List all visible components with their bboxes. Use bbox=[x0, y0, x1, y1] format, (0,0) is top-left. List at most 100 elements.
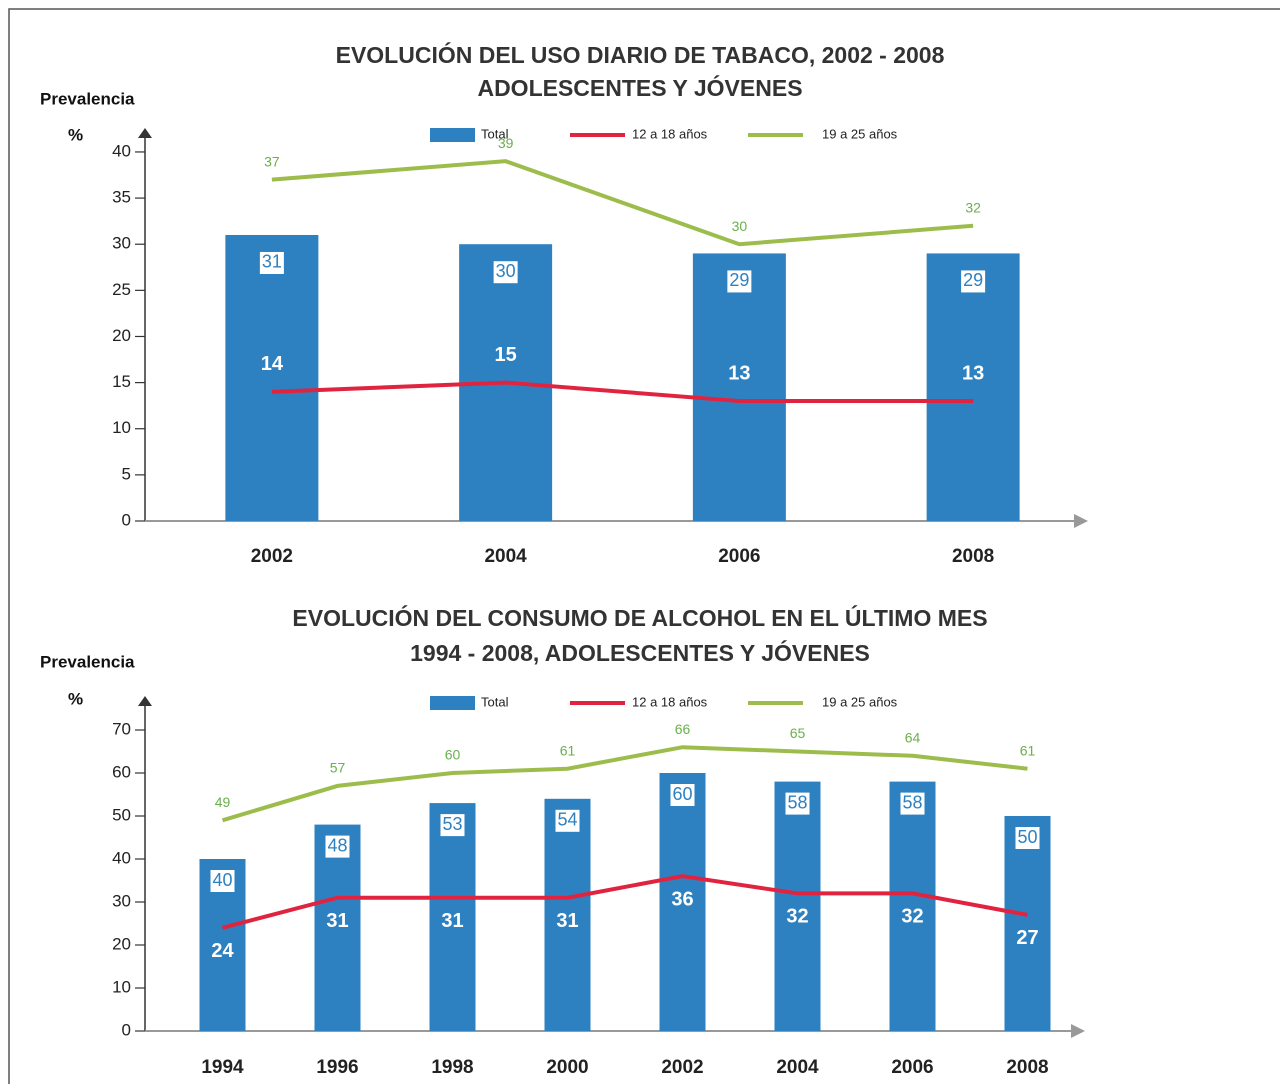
chart-title: EVOLUCIÓN DEL USO DIARIO DE TABACO, 2002… bbox=[336, 41, 945, 68]
legend-label: Total bbox=[481, 126, 509, 141]
bar-label: 40 bbox=[212, 870, 232, 890]
y-tick-label: 40 bbox=[112, 848, 131, 867]
bar bbox=[544, 798, 591, 1031]
data-label: 24 bbox=[211, 940, 234, 962]
bar-label-bg bbox=[1015, 827, 1040, 849]
data-label: 31 bbox=[556, 910, 578, 932]
bar-label-bg bbox=[555, 809, 580, 832]
y-tick-label: 60 bbox=[112, 762, 131, 781]
line bbox=[221, 745, 1028, 823]
x-axis-arrow bbox=[1071, 1024, 1085, 1038]
data-label: 31 bbox=[326, 910, 348, 932]
bar-label-bg bbox=[900, 792, 925, 815]
x-tick-label: 2000 bbox=[546, 1057, 588, 1078]
x-tick-label: 1994 bbox=[201, 1057, 244, 1078]
line bbox=[271, 159, 974, 247]
bar-label: 54 bbox=[557, 810, 577, 830]
bar bbox=[1004, 816, 1051, 1031]
legend-label: 12 a 18 años bbox=[632, 694, 708, 709]
x-tick-label: 2004 bbox=[776, 1057, 819, 1078]
data-label: 32 bbox=[901, 906, 923, 928]
bar bbox=[774, 781, 821, 1031]
y-tick-label: 30 bbox=[112, 891, 131, 910]
chart-title: 1994 - 2008, ADOLESCENTES Y JÓVENES bbox=[410, 639, 870, 666]
x-tick-label: 2008 bbox=[952, 546, 994, 567]
bar-label: 58 bbox=[902, 792, 922, 812]
bar-label: 29 bbox=[729, 270, 749, 290]
data-label: 31 bbox=[441, 910, 463, 932]
bar bbox=[692, 253, 786, 521]
x-tick-label: 1998 bbox=[431, 1057, 473, 1078]
bar-label-bg bbox=[785, 792, 810, 815]
y-tick-label: 50 bbox=[112, 805, 131, 824]
x-tick-label: 2002 bbox=[661, 1057, 703, 1078]
data-label: 13 bbox=[728, 362, 750, 384]
legend-label: Total bbox=[481, 694, 509, 709]
legend-swatch bbox=[430, 128, 475, 142]
data-label: 30 bbox=[732, 218, 748, 234]
bar-label-bg bbox=[325, 835, 350, 858]
bar bbox=[889, 781, 936, 1031]
bar-label-bg bbox=[727, 270, 752, 293]
data-label: 65 bbox=[790, 725, 806, 741]
data-label: 61 bbox=[560, 742, 576, 758]
data-label: 36 bbox=[671, 888, 693, 910]
x-tick-label: 2004 bbox=[484, 546, 527, 567]
bar-label: 58 bbox=[787, 792, 807, 812]
chart-title: EVOLUCIÓN DEL CONSUMO DE ALCOHOL EN EL Ú… bbox=[292, 604, 987, 631]
data-label: 49 bbox=[215, 794, 231, 810]
data-label: 57 bbox=[330, 760, 346, 776]
bar-label: 30 bbox=[496, 261, 516, 281]
y-tick-label: 25 bbox=[112, 280, 131, 299]
bar-label: 53 bbox=[442, 814, 462, 834]
y-tick-label: 70 bbox=[112, 719, 131, 738]
data-label: 32 bbox=[786, 906, 808, 928]
y-tick-label: 20 bbox=[112, 326, 131, 345]
y-tick-label: 0 bbox=[122, 1020, 131, 1039]
x-axis-arrow bbox=[1074, 514, 1088, 528]
data-label: 27 bbox=[1016, 927, 1038, 949]
bar-label: 31 bbox=[262, 252, 282, 272]
line bbox=[221, 874, 1028, 930]
bar-label-bg bbox=[961, 270, 986, 293]
y-axis-arrow bbox=[138, 128, 152, 138]
y-axis-label: Prevalencia bbox=[40, 89, 135, 108]
y-axis-arrow bbox=[138, 696, 152, 706]
x-tick-label: 2008 bbox=[1006, 1057, 1048, 1078]
bar-label-bg bbox=[210, 870, 235, 892]
y-tick-label: 40 bbox=[112, 141, 131, 160]
y-tick-label: 5 bbox=[122, 464, 131, 483]
data-label: 37 bbox=[264, 153, 280, 169]
y-tick-label: 35 bbox=[112, 188, 131, 207]
x-tick-label: 2006 bbox=[718, 546, 760, 567]
bar bbox=[926, 253, 1020, 521]
bar bbox=[659, 773, 706, 1031]
data-label: 15 bbox=[495, 344, 517, 366]
x-tick-label: 2002 bbox=[251, 546, 293, 567]
legend-label: 19 a 25 años bbox=[822, 126, 898, 141]
y-tick-label: 10 bbox=[112, 977, 131, 996]
y-axis-label: Prevalencia bbox=[40, 652, 135, 671]
bar-label: 60 bbox=[672, 784, 692, 804]
bar-label-bg bbox=[493, 261, 518, 284]
y-tick-label: 20 bbox=[112, 934, 131, 953]
data-label: 32 bbox=[965, 199, 981, 215]
bar-label-bg bbox=[670, 784, 695, 806]
data-label: 60 bbox=[445, 747, 461, 763]
frame bbox=[8, 8, 1280, 1089]
data-label: 61 bbox=[1020, 742, 1036, 758]
legend-label: 19 a 25 años bbox=[822, 694, 898, 709]
data-label: 39 bbox=[498, 135, 514, 151]
chart-title: ADOLESCENTES Y JÓVENES bbox=[477, 74, 802, 101]
data-label: 66 bbox=[675, 721, 691, 737]
bar bbox=[429, 803, 476, 1031]
legend-swatch bbox=[430, 696, 475, 710]
x-tick-label: 1996 bbox=[316, 1057, 358, 1078]
data-label: 64 bbox=[905, 730, 921, 746]
line bbox=[271, 380, 974, 404]
x-tick-label: 2006 bbox=[891, 1057, 933, 1078]
data-label: 14 bbox=[261, 353, 284, 375]
y-tick-label: 15 bbox=[112, 372, 131, 391]
